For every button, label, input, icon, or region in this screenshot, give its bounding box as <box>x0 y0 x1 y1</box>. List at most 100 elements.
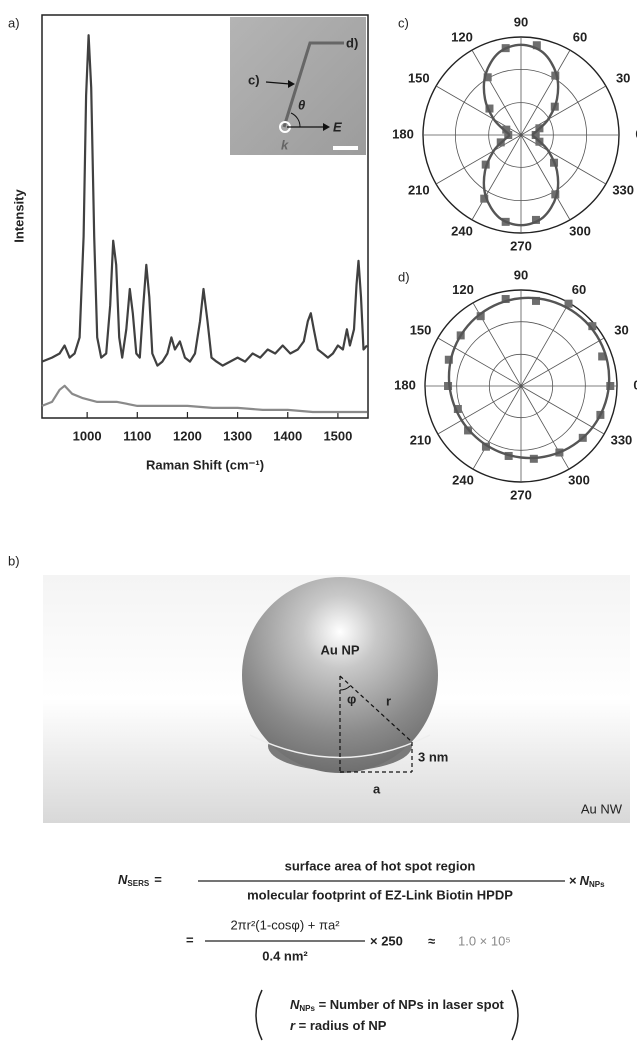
text: = Number of NPs in laser spot <box>315 997 505 1012</box>
definition: NNPs = Number of NPs in laser spot <box>290 997 505 1013</box>
data-point <box>588 322 597 331</box>
y-axis-label: Intensity <box>11 189 26 243</box>
angle-label: 300 <box>569 223 591 238</box>
spoke <box>520 134 607 185</box>
angle-label: 60 <box>573 29 587 44</box>
angle-label: 150 <box>408 70 430 85</box>
equals: = <box>186 932 194 947</box>
plot-frame <box>41 14 369 419</box>
equation-term: × NNPs <box>569 873 605 889</box>
angle-label: 180 <box>394 377 416 392</box>
symbol: N <box>580 873 590 888</box>
symbol: N <box>290 997 300 1012</box>
diagram-label: a <box>373 781 381 796</box>
angle-arc <box>290 112 301 128</box>
numerator: 2πr²(1-cosφ) + πa² <box>230 917 340 932</box>
arrow-head <box>323 123 330 131</box>
times: × <box>569 873 577 888</box>
angle-arc <box>339 685 351 691</box>
panel-label: c) <box>398 15 409 30</box>
angle-label: 30 <box>616 70 630 85</box>
rim <box>249 734 431 759</box>
panel-label: a) <box>8 15 20 30</box>
x-tick-label: 1500 <box>323 428 352 443</box>
data-point <box>532 296 541 305</box>
inset-label: k <box>281 137 289 152</box>
inset-label: c) <box>248 72 260 87</box>
data-point <box>551 71 560 80</box>
x-tick-label: 1000 <box>73 428 102 443</box>
paren <box>255 989 263 1041</box>
angle-label: 240 <box>452 473 474 488</box>
x-tick-label: 1300 <box>223 428 252 443</box>
angle-label: 60 <box>572 282 586 297</box>
fit-curve <box>447 296 611 460</box>
inset-label: d) <box>346 35 358 50</box>
data-point <box>444 382 453 390</box>
data-point <box>480 194 489 203</box>
angle-label: 330 <box>611 432 633 447</box>
angle-label: 120 <box>452 282 474 297</box>
data-point <box>551 190 560 199</box>
inset-label: θ <box>298 97 305 112</box>
data-point <box>476 312 485 321</box>
diagram-label: φ <box>347 691 356 706</box>
spoke <box>472 385 522 470</box>
inset: d) c) θ E k <box>230 17 366 155</box>
data-point <box>598 352 607 361</box>
nanoparticle <box>242 577 438 773</box>
diagram-label: 3 nm <box>418 749 448 764</box>
panel-label: b) <box>8 553 20 568</box>
spoke <box>520 85 607 136</box>
panel-label: d) <box>398 269 410 284</box>
diagram-label: Au NW <box>581 801 623 816</box>
angle-label: 180 <box>392 126 414 141</box>
angle-label: 210 <box>410 432 432 447</box>
data-point <box>481 442 490 451</box>
data-point <box>483 73 492 82</box>
data-point <box>531 215 540 224</box>
data-point <box>453 404 462 413</box>
paren <box>511 989 519 1041</box>
angle-label: 270 <box>510 487 532 502</box>
spectrum <box>41 34 368 367</box>
subscript: NPs <box>589 880 605 889</box>
angle-label: 270 <box>510 238 532 253</box>
definition: r = radius of NP <box>290 1018 387 1033</box>
equation: NSERS = surface area of hot spot region m… <box>118 858 605 1041</box>
spoke <box>471 134 522 221</box>
spoke <box>520 337 605 387</box>
result: 1.0 × 10⁵ <box>458 933 511 948</box>
diagram: Au NP φ r 3 nm a Au NW <box>43 575 630 823</box>
angle-label: 30 <box>614 322 628 337</box>
pointer-arrow <box>265 81 291 85</box>
angle-label: 120 <box>451 29 473 44</box>
spoke <box>435 134 522 185</box>
data-point <box>501 295 510 304</box>
angle-label: 240 <box>451 223 473 238</box>
spoke <box>520 302 570 387</box>
factor: × 250 <box>370 933 403 948</box>
angle-label: 210 <box>408 182 430 197</box>
nanowire <box>282 41 344 128</box>
numerator: surface area of hot spot region <box>285 858 476 873</box>
spoke <box>471 49 522 136</box>
spoke <box>520 134 571 221</box>
spoke <box>520 49 571 136</box>
data-point <box>606 382 615 390</box>
spoke <box>520 385 605 435</box>
equals: = <box>154 872 162 887</box>
subscript: NPs <box>299 1004 315 1013</box>
x-axis-label: Raman Shift (cm⁻¹) <box>146 457 264 472</box>
spoke <box>437 385 522 435</box>
symbol: r <box>290 1018 296 1033</box>
diagram-label: Au NP <box>321 642 360 657</box>
angle-label: 150 <box>410 322 432 337</box>
inset-label: E <box>333 119 342 134</box>
subscript: SERS <box>127 879 149 888</box>
angle-label: 300 <box>568 473 590 488</box>
angle-label: 0 <box>633 377 637 392</box>
data-point <box>444 355 453 364</box>
data-point <box>485 104 494 113</box>
